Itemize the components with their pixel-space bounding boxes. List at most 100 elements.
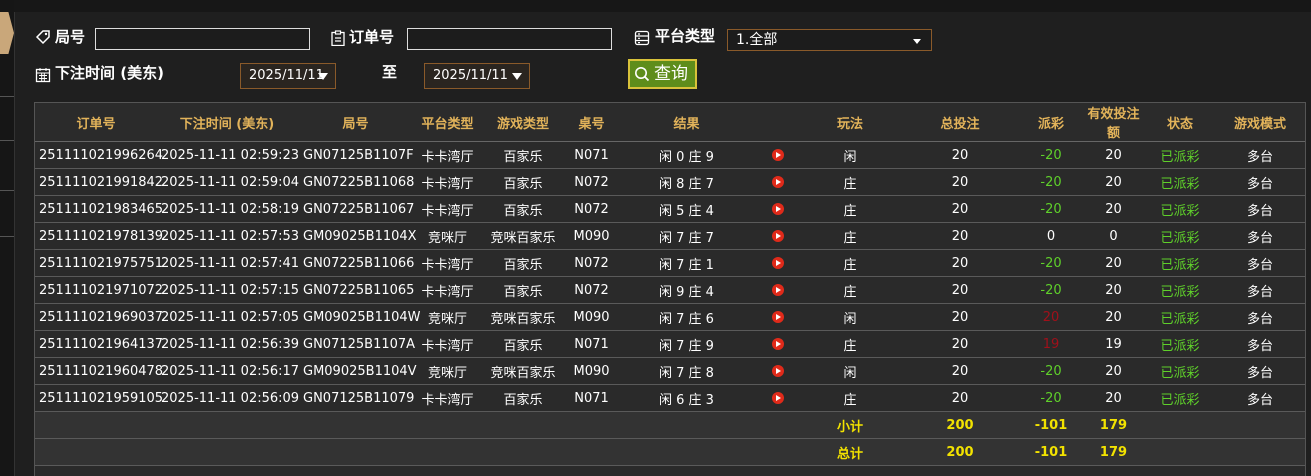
result: 闲 6 庄 3 [618, 384, 755, 412]
platform: 竞咪厅 [414, 357, 481, 385]
table-no: M090 [565, 222, 618, 250]
replay-cell [755, 195, 800, 223]
bet-row: 251111021960478 2025-11-11 02:56:17 GM0902… [35, 357, 1305, 385]
game-mode: 多台 [1215, 249, 1305, 277]
result: 闲 7 庄 6 [618, 303, 755, 331]
bet-row: 251111021959105 2025-11-11 02:56:09 GN0712… [35, 384, 1305, 412]
header-cell: 总投注 [900, 103, 1020, 142]
replay-icon[interactable] [771, 392, 784, 404]
replay-cell [755, 303, 800, 331]
replay-icon[interactable] [771, 257, 784, 269]
calendar-icon [35, 68, 51, 83]
total-payout: -101 [1020, 438, 1082, 466]
empty-cell [618, 438, 755, 466]
game-type: 竞咪百家乐 [481, 222, 565, 250]
valid-bet: 20 [1082, 276, 1145, 304]
replay-icon[interactable] [771, 230, 784, 242]
platform-select[interactable]: 1.全部 [727, 29, 932, 51]
subtotal-valid: 179 [1082, 411, 1145, 439]
bet-row: 251111021983465 2025-11-11 02:58:19 GN0722… [35, 195, 1305, 223]
total-bet: 20 [900, 168, 1020, 196]
round-no: GN07125B1107F [297, 141, 414, 169]
round-no: GN07125B11079 [297, 384, 414, 412]
replay-icon[interactable] [771, 338, 784, 350]
total-valid: 179 [1082, 438, 1145, 466]
bet-option: 庄 [800, 249, 900, 277]
bet-time: 2025-11-11 02:56:17 [157, 357, 299, 385]
date-to-select[interactable]: 2025/11/11 [424, 63, 530, 89]
table-no: N072 [565, 249, 618, 277]
sidebar-divider [0, 190, 14, 191]
game-mode: 多台 [1215, 357, 1305, 385]
date-from-select[interactable]: 2025/11/11 [240, 63, 336, 89]
empty-cell [565, 438, 618, 466]
platform-label: 平台类型 [655, 27, 716, 45]
empty-cell [157, 438, 297, 466]
order-no: 251111021964137 [35, 330, 163, 358]
sidebar-tab[interactable] [0, 12, 14, 54]
round-no: GN07225B11067 [297, 195, 414, 223]
table-no: N072 [565, 168, 618, 196]
valid-bet: 20 [1082, 249, 1145, 277]
empty-cell [755, 438, 800, 466]
replay-icon[interactable] [771, 284, 784, 296]
platform: 卡卡湾厅 [414, 249, 481, 277]
list-icon [634, 30, 650, 46]
round-no: GM09025B1104X [297, 222, 417, 250]
bet-time: 2025-11-11 02:57:05 [157, 303, 299, 331]
empty-cell [1145, 438, 1215, 466]
replay-cell [755, 168, 800, 196]
game-type: 百家乐 [481, 384, 565, 412]
game-type: 百家乐 [481, 195, 565, 223]
bet-option: 庄 [800, 330, 900, 358]
empty-cell [481, 411, 565, 439]
platform: 卡卡湾厅 [414, 141, 481, 169]
query-button[interactable]: 查询 [628, 59, 697, 89]
table-no: N072 [565, 195, 618, 223]
bet-option: 闲 [800, 141, 900, 169]
bet-row: 251111021971072 2025-11-11 02:57:15 GN0722… [35, 276, 1305, 304]
header-cell: 玩法 [800, 103, 900, 142]
payout: -20 [1020, 249, 1082, 277]
platform: 卡卡湾厅 [414, 276, 481, 304]
round-no: GM09025B1104W [297, 303, 421, 331]
subtotal-label: 小计 [800, 411, 900, 439]
header-cell: 游戏类型 [481, 103, 565, 142]
header-cell: 状态 [1145, 103, 1215, 142]
replay-icon[interactable] [771, 365, 784, 377]
replay-cell [755, 276, 800, 304]
status: 已派彩 [1145, 330, 1215, 358]
empty-cell [1145, 411, 1215, 439]
order-label: 订单号 [349, 28, 395, 46]
search-icon [635, 67, 650, 82]
valid-bet: 20 [1082, 141, 1145, 169]
bet-time: 2025-11-11 02:57:41 [157, 249, 299, 277]
total-bet: 20 [900, 330, 1020, 358]
round-input[interactable] [95, 28, 310, 50]
total-bet: 200 [900, 438, 1020, 466]
subtotal-payout: -101 [1020, 411, 1082, 439]
table-panel: 订单号 下注时间 (美东) 局号 平台类型 游戏类型 桌号 结果 玩法 总投注 派彩 有效投注额 状态… [34, 102, 1306, 476]
valid-bet: 0 [1082, 222, 1145, 250]
total-bet: 20 [900, 222, 1020, 250]
game-type: 百家乐 [481, 141, 565, 169]
order-input[interactable] [407, 28, 612, 50]
status: 已派彩 [1145, 195, 1215, 223]
replay-icon[interactable] [771, 176, 784, 188]
replay-icon[interactable] [771, 311, 784, 323]
to-label: 至 [382, 63, 398, 81]
status: 已派彩 [1145, 303, 1215, 331]
sidebar-divider [0, 96, 14, 97]
round-no: GN07225B11066 [297, 249, 414, 277]
bet-row: 251111021975751 2025-11-11 02:57:41 GN0722… [35, 249, 1305, 277]
replay-icon[interactable] [771, 203, 784, 215]
payout: -20 [1020, 384, 1082, 412]
subtotal-row: 小计 200 -101 179 [35, 411, 1305, 439]
total-row: 总计 200 -101 179 [35, 438, 1305, 466]
total-bet: 20 [900, 276, 1020, 304]
result: 闲 7 庄 9 [618, 330, 755, 358]
empty-cell [481, 438, 565, 466]
total-bet: 20 [900, 141, 1020, 169]
replay-icon[interactable] [771, 149, 784, 161]
